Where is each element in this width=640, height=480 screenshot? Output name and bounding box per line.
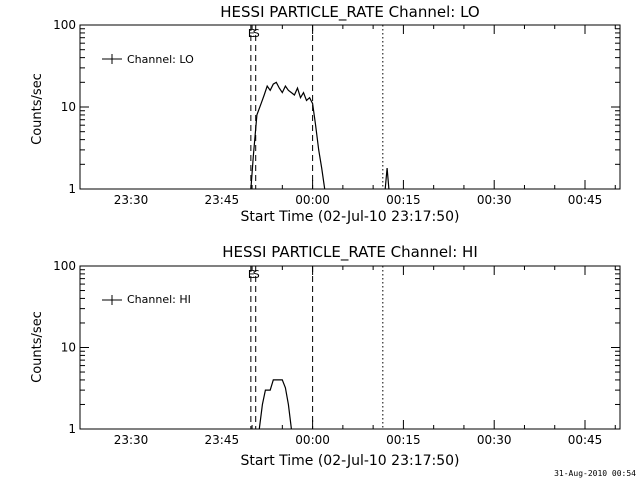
x-axis-label: Start Time (02-Jul-10 23:17:50): [240, 453, 459, 469]
data-series-line: [250, 81, 326, 189]
event-marker-label: S: [253, 27, 260, 40]
event-marker-label: S: [253, 268, 260, 281]
legend-label: Channel: HI: [127, 293, 191, 306]
legend-label: Channel: LO: [127, 53, 194, 66]
plot-frame: [79, 24, 621, 190]
plot-frame: [79, 265, 621, 430]
x-tick-label: 00:45: [568, 433, 603, 447]
y-tick-label: 1: [68, 422, 76, 436]
chart-title: HESSI PARTICLE_RATE Channel: LO: [220, 3, 479, 22]
y-tick-label: 10: [61, 341, 76, 355]
event-marker-label: E: [248, 27, 255, 40]
x-axis-label: Start Time (02-Jul-10 23:17:50): [240, 209, 459, 225]
lo-channel-panel: HESSI PARTICLE_RATE Channel: LO Counts/s…: [30, 3, 640, 225]
y-tick-label: 10: [61, 100, 76, 114]
chart-title: HESSI PARTICLE_RATE Channel: HI: [222, 243, 478, 262]
y-axis-label: Counts/sec: [30, 311, 45, 383]
generation-timestamp: 31-Aug-2010 00:54: [554, 469, 636, 478]
y-tick-label: 1: [68, 182, 76, 196]
y-tick-label: 100: [53, 18, 76, 32]
hi-channel-panel: HESSI PARTICLE_RATE Channel: HI Counts/s…: [30, 243, 621, 469]
event-marker-label: E: [248, 268, 255, 281]
x-tick-label: 00:30: [477, 193, 512, 207]
data-series-line: [384, 168, 390, 189]
x-tick-label: 00:30: [477, 433, 512, 447]
x-tick-label: 23:30: [114, 193, 149, 207]
x-tick-label: 00:00: [295, 193, 330, 207]
x-tick-label: 23:45: [205, 193, 240, 207]
data-series-line: [623, 90, 640, 189]
x-tick-label: 23:30: [114, 433, 149, 447]
y-tick-label: 100: [53, 259, 76, 273]
x-tick-label: 23:45: [205, 433, 240, 447]
x-tick-label: 00:15: [386, 433, 421, 447]
x-tick-label: 00:00: [295, 433, 330, 447]
x-tick-label: 00:45: [568, 193, 603, 207]
x-tick-label: 00:15: [386, 193, 421, 207]
data-series-line: [258, 379, 292, 429]
y-axis-label: Counts/sec: [30, 73, 45, 145]
